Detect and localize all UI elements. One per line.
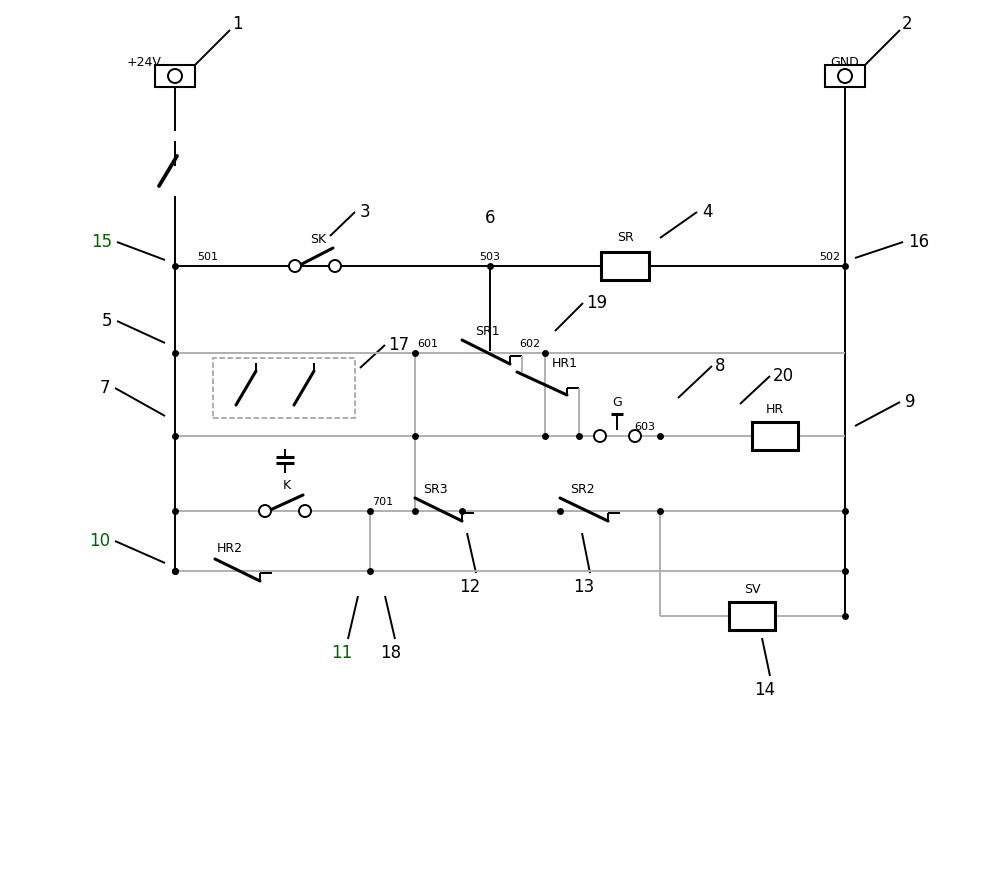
Text: 1: 1 <box>232 15 242 33</box>
Bar <box>729 602 775 630</box>
Text: +24V: +24V <box>126 56 161 68</box>
Text: SR1: SR1 <box>475 324 499 338</box>
Circle shape <box>329 260 341 272</box>
Text: 9: 9 <box>905 393 916 411</box>
Circle shape <box>838 69 852 83</box>
Text: 3: 3 <box>360 203 371 221</box>
Circle shape <box>299 505 311 517</box>
Text: 8: 8 <box>715 357 726 375</box>
Text: 7: 7 <box>100 379 110 397</box>
Bar <box>213 358 355 418</box>
Text: 16: 16 <box>908 233 929 251</box>
Text: 13: 13 <box>573 578 595 596</box>
Circle shape <box>259 505 271 517</box>
Text: 19: 19 <box>586 294 607 312</box>
Text: SR3: SR3 <box>423 483 447 495</box>
Text: HR2: HR2 <box>217 542 243 556</box>
Text: 15: 15 <box>91 233 112 251</box>
Text: SK: SK <box>310 232 326 245</box>
Text: 20: 20 <box>773 367 794 385</box>
Bar <box>601 252 649 280</box>
Bar <box>825 65 865 87</box>
Text: 17: 17 <box>388 336 409 354</box>
Text: 503: 503 <box>480 252 501 262</box>
Text: HR: HR <box>766 403 784 416</box>
Text: GND: GND <box>831 56 859 68</box>
Bar <box>155 65 195 87</box>
Circle shape <box>289 260 301 272</box>
Text: HR1: HR1 <box>552 356 578 369</box>
Text: 12: 12 <box>459 578 481 596</box>
Text: 2: 2 <box>902 15 912 33</box>
Circle shape <box>168 69 182 83</box>
Text: 4: 4 <box>702 203 712 221</box>
Bar <box>752 422 798 450</box>
Text: SR2: SR2 <box>570 483 594 495</box>
Text: 5: 5 <box>102 312 112 330</box>
Text: 602: 602 <box>519 339 540 349</box>
Text: SV: SV <box>744 583 760 596</box>
Text: 603: 603 <box>634 422 655 432</box>
Text: 10: 10 <box>89 532 110 550</box>
Text: 11: 11 <box>331 644 353 662</box>
Text: K: K <box>283 478 291 492</box>
Text: 601: 601 <box>417 339 438 349</box>
Text: 14: 14 <box>754 681 776 699</box>
Circle shape <box>594 430 606 442</box>
Text: SR: SR <box>617 231 633 244</box>
Text: 18: 18 <box>380 644 402 662</box>
Text: 501: 501 <box>197 252 218 262</box>
Text: 6: 6 <box>485 209 495 227</box>
Text: 701: 701 <box>372 497 393 507</box>
Text: G: G <box>612 395 622 408</box>
Circle shape <box>629 430 641 442</box>
Text: 502: 502 <box>819 252 840 262</box>
